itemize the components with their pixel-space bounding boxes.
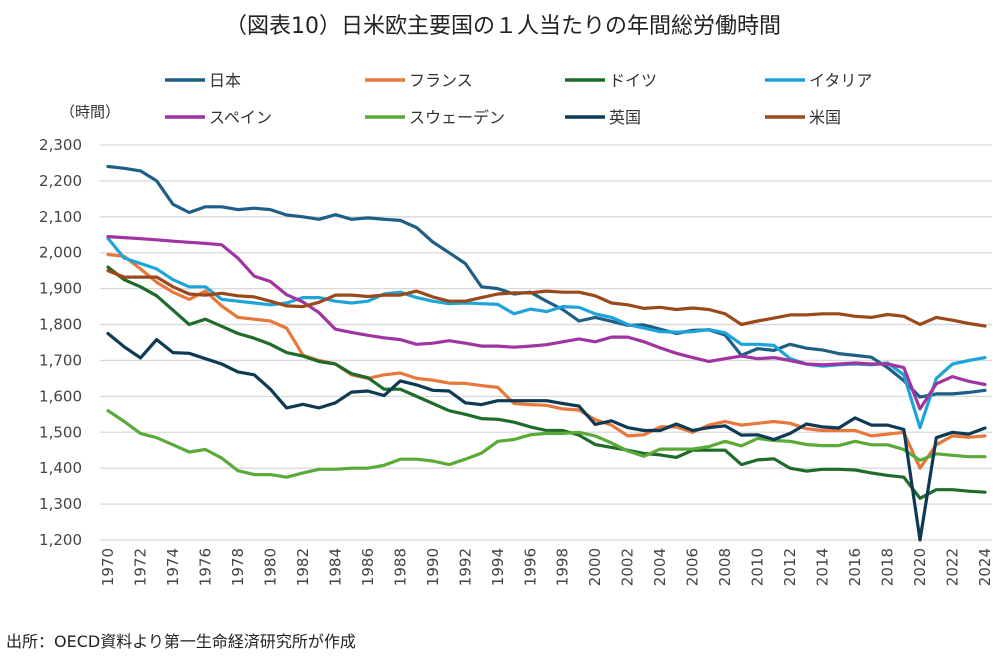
x-tick-label: 1996 bbox=[521, 548, 539, 586]
x-tick-label: 1974 bbox=[164, 548, 182, 586]
x-tick-label: 2018 bbox=[879, 548, 897, 586]
series-line-スペイン bbox=[106, 235, 987, 411]
x-tick-label: 2016 bbox=[846, 548, 864, 586]
x-tick-label: 2004 bbox=[651, 548, 669, 586]
x-tick-label: 1986 bbox=[359, 548, 377, 586]
series-line-フランス bbox=[106, 252, 987, 470]
series-line-米国 bbox=[106, 269, 987, 328]
x-tick-label: 1988 bbox=[391, 548, 409, 586]
series-line-英国 bbox=[106, 331, 987, 542]
legend-label: スウェーデン bbox=[409, 108, 505, 127]
source-note: 出所：OECD資料より第一生命経済研究所が作成 bbox=[6, 632, 356, 651]
x-tick-label: 1984 bbox=[326, 548, 344, 586]
x-tick-label: 2020 bbox=[911, 548, 929, 586]
y-tick-label: 1,600 bbox=[39, 387, 82, 405]
x-tick-label: 2008 bbox=[716, 548, 734, 586]
x-tick-label: 1972 bbox=[131, 548, 149, 586]
legend-label: 英国 bbox=[609, 108, 641, 127]
legend-label: 日本 bbox=[209, 71, 241, 90]
legend-label: フランス bbox=[409, 71, 473, 90]
x-tick-label: 2012 bbox=[781, 548, 799, 586]
x-tick-label: 1970 bbox=[99, 548, 117, 586]
y-tick-label: 1,500 bbox=[39, 423, 82, 441]
legend-label: スペイン bbox=[209, 108, 272, 127]
series-line-スウェーデン bbox=[106, 409, 987, 479]
x-tick-label: 1994 bbox=[489, 548, 507, 586]
x-tick-label: 1992 bbox=[456, 548, 474, 586]
x-tick-label: 2024 bbox=[976, 548, 994, 586]
y-axis-unit-label: （時間） bbox=[60, 103, 121, 121]
legend-label: イタリア bbox=[809, 71, 872, 90]
x-tick-label: 1978 bbox=[229, 548, 247, 586]
x-tick-label: 2002 bbox=[619, 548, 637, 586]
x-tick-label: 2010 bbox=[749, 548, 767, 586]
y-tick-label: 2,200 bbox=[39, 172, 82, 190]
x-tick-label: 1976 bbox=[196, 548, 214, 586]
y-tick-label: 1,300 bbox=[39, 495, 82, 513]
x-tick-label: 1980 bbox=[261, 548, 279, 586]
x-tick-label: 1998 bbox=[554, 548, 572, 586]
legend-label: 米国 bbox=[809, 108, 841, 127]
y-tick-label: 1,800 bbox=[39, 316, 82, 334]
y-tick-label: 2,100 bbox=[39, 208, 82, 226]
x-tick-label: 1982 bbox=[294, 548, 312, 586]
series-line-ドイツ bbox=[106, 265, 987, 500]
x-tick-label: 1990 bbox=[424, 548, 442, 586]
x-tick-label: 2014 bbox=[814, 548, 832, 586]
y-tick-label: 2,300 bbox=[39, 136, 82, 154]
legend-label: ドイツ bbox=[609, 71, 657, 90]
x-tick-label: 2000 bbox=[586, 548, 604, 586]
y-tick-label: 2,000 bbox=[39, 244, 82, 262]
y-tick-label: 1,700 bbox=[39, 351, 82, 369]
y-tick-label: 1,400 bbox=[39, 459, 82, 477]
x-tick-label: 2006 bbox=[684, 548, 702, 586]
series-line-日本 bbox=[106, 164, 987, 399]
chart-title: （図表10）日米欧主要国の１人当たりの年間総労働時間 bbox=[225, 14, 781, 39]
y-tick-label: 1,200 bbox=[39, 531, 82, 549]
y-tick-label: 1,900 bbox=[39, 280, 82, 298]
x-tick-label: 2022 bbox=[944, 548, 962, 586]
